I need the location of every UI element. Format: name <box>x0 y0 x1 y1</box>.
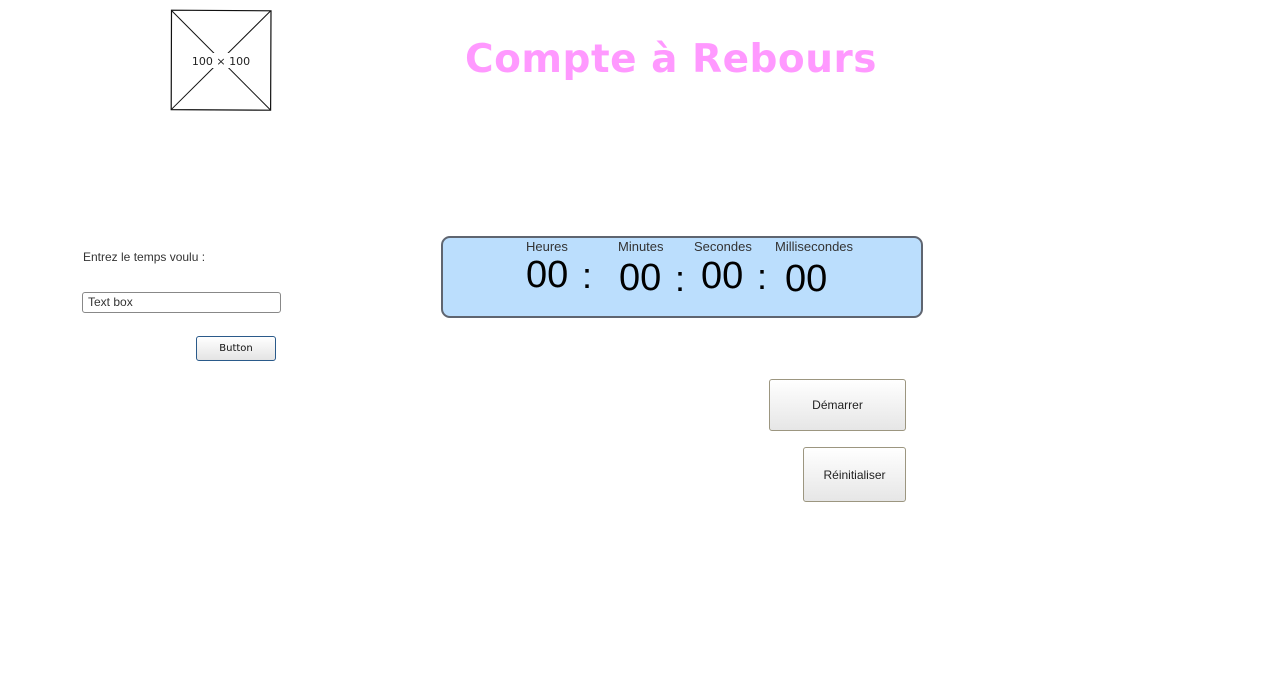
hours-value: 00 <box>526 254 569 296</box>
separator: : <box>582 255 593 296</box>
minutes-value: 00 <box>619 257 662 299</box>
countdown-display: Heures Minutes Secondes Millisecondes 00… <box>441 236 923 318</box>
reset-button[interactable]: Réinitialiser <box>803 447 906 502</box>
separator: : <box>757 256 768 297</box>
set-time-button[interactable]: Button <box>196 336 276 361</box>
minutes-label: Minutes <box>618 239 664 254</box>
separator: : <box>675 258 686 299</box>
time-input-label: Entrez le temps voulu : <box>83 250 206 264</box>
hours-label: Heures <box>526 239 568 254</box>
page-title: Compte à Rebours <box>465 37 877 82</box>
milliseconds-label: Millisecondes <box>775 239 854 254</box>
image-placeholder: 100 × 100 <box>170 9 272 111</box>
seconds-value: 00 <box>701 255 744 297</box>
image-placeholder-label: 100 × 100 <box>192 55 250 68</box>
seconds-label: Secondes <box>694 239 752 254</box>
start-button[interactable]: Démarrer <box>769 379 906 431</box>
time-input-field[interactable] <box>82 292 281 313</box>
milliseconds-value: 00 <box>785 258 828 300</box>
